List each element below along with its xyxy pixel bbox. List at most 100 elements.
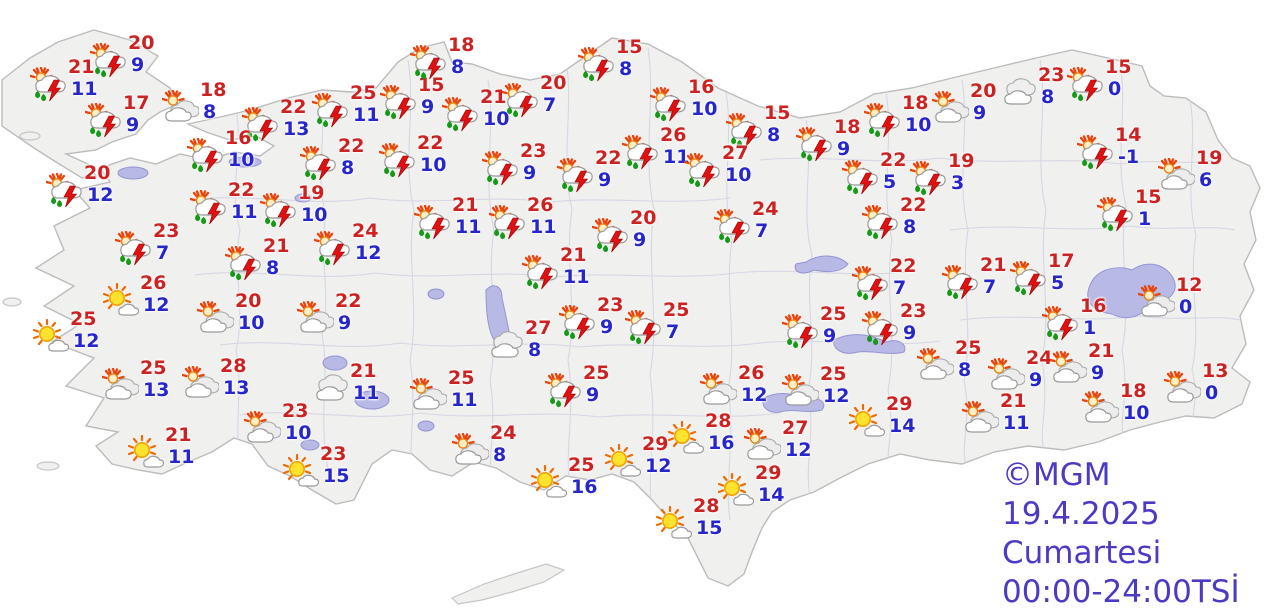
weather-station: 25 13	[102, 357, 169, 403]
high-temp: 22	[338, 135, 365, 157]
station-temps: 21 11	[350, 360, 379, 404]
thunderstorm-icon	[522, 255, 559, 290]
weather-station: 25 11	[410, 367, 477, 413]
thunderstorm-icon	[85, 103, 122, 138]
low-temp: 8	[619, 58, 633, 80]
weather-station: 17 5	[1010, 250, 1074, 296]
station-temps: 19 3	[948, 150, 974, 194]
weather-station: 17 9	[85, 92, 149, 138]
station-temps: 15 0	[1105, 56, 1131, 100]
low-temp: 11	[563, 266, 590, 288]
weather-station: 12 0	[1138, 274, 1202, 320]
high-temp: 22	[890, 255, 917, 277]
thunderstorm-icon	[1010, 261, 1047, 296]
weather-station: 22 9	[297, 290, 361, 336]
thunderstorm-icon	[559, 305, 596, 340]
weather-station: 21 11	[962, 390, 1029, 436]
thunderstorm-icon	[852, 266, 889, 301]
station-temps: 25 7	[663, 299, 689, 343]
low-temp: 7	[755, 220, 769, 242]
high-temp: 14	[1115, 124, 1142, 146]
station-temps: 22 11	[228, 179, 257, 223]
station-temps: 27 8	[525, 317, 551, 361]
time-range-label: 00:00-24:00TSİ	[1002, 574, 1240, 610]
thunderstorm-icon	[225, 246, 262, 281]
low-temp: 0	[1205, 382, 1219, 404]
station-temps: 23 7	[153, 220, 179, 264]
station-temps: 17 9	[123, 92, 149, 136]
weather-station: 15 8	[726, 102, 790, 148]
weather-station: 21 9	[1050, 340, 1114, 386]
map-footer: ©MGM 19.4.2025 Cumartesi 00:00-24:00TSİ	[1002, 456, 1240, 611]
station-temps: 18 10	[1120, 380, 1149, 424]
station-temps: 18 10	[902, 92, 931, 136]
anatolia-landmass	[34, 37, 1261, 587]
high-temp: 22	[228, 179, 255, 201]
thunderstorm-icon	[625, 310, 662, 345]
station-temps: 21 11	[452, 194, 481, 238]
high-temp: 21	[1000, 390, 1027, 412]
high-temp: 25	[350, 82, 377, 104]
sun-behind-cloud-icon	[932, 91, 969, 126]
low-temp: 10	[238, 312, 265, 334]
sun-behind-cloud-icon	[700, 373, 737, 408]
weather-station: 21 8	[225, 235, 289, 281]
weather-station: 15 1	[1097, 186, 1161, 232]
weather-station: 26 12	[700, 362, 767, 408]
station-temps: 21 11	[68, 56, 97, 100]
thunderstorm-icon	[489, 205, 526, 240]
high-temp: 22	[900, 194, 927, 216]
station-temps: 21 10	[480, 86, 509, 130]
station-temps: 22 10	[417, 132, 446, 176]
high-temp: 28	[220, 355, 247, 377]
low-temp: 12	[645, 455, 672, 477]
station-temps: 21 11	[1000, 390, 1029, 434]
sun-behind-cloud-icon	[244, 411, 281, 446]
low-temp: 10	[483, 108, 510, 130]
low-temp: 12	[785, 439, 812, 461]
weather-station: 22 10	[379, 132, 446, 178]
weather-station: 15 0	[1067, 56, 1131, 102]
low-temp: 9	[1029, 369, 1043, 391]
station-temps: 21 7	[980, 254, 1006, 298]
station-temps: 26 11	[527, 194, 556, 238]
high-temp: 20	[970, 80, 997, 102]
sunny-with-cloud-icon	[604, 444, 641, 479]
station-temps: 25 12	[70, 308, 99, 352]
weather-station: 13 0	[1164, 360, 1228, 406]
high-temp: 20	[84, 162, 111, 184]
low-temp: 8	[528, 339, 542, 361]
sun-behind-cloud-icon	[1082, 391, 1119, 426]
high-temp: 23	[597, 294, 624, 316]
weather-station: 24 12	[314, 220, 381, 266]
cyprus	[450, 563, 566, 605]
weather-station: 18 10	[1082, 380, 1149, 426]
station-temps: 28 15	[693, 495, 722, 539]
high-temp: 21	[560, 244, 587, 266]
high-temp: 12	[1176, 274, 1203, 296]
high-temp: 15	[418, 74, 445, 96]
station-temps: 25 9	[583, 362, 609, 406]
low-temp: 9	[837, 138, 851, 160]
weather-station: 22 5	[842, 149, 906, 195]
low-temp: 9	[126, 114, 140, 136]
thunderstorm-icon	[864, 103, 901, 138]
thunderstorm-icon	[502, 83, 539, 118]
high-temp: 26	[140, 272, 167, 294]
low-temp: 11	[353, 382, 380, 404]
thunderstorm-icon	[312, 93, 349, 128]
thunderstorm-icon	[260, 193, 297, 228]
low-temp: 16	[571, 476, 598, 498]
thunderstorm-icon	[414, 205, 451, 240]
weather-station: 23 9	[559, 294, 623, 340]
weather-station: 19 6	[1158, 147, 1222, 193]
thunderstorm-icon	[46, 173, 83, 208]
low-temp: 10	[1123, 402, 1150, 424]
station-temps: 29 14	[755, 462, 784, 506]
high-temp: 25	[820, 303, 847, 325]
weather-station: 18 10	[864, 92, 931, 138]
weather-station: 18 8	[410, 34, 474, 80]
thunderstorm-icon	[380, 85, 417, 120]
station-temps: 22 9	[595, 147, 621, 191]
sun-behind-cloud-icon	[988, 358, 1025, 393]
